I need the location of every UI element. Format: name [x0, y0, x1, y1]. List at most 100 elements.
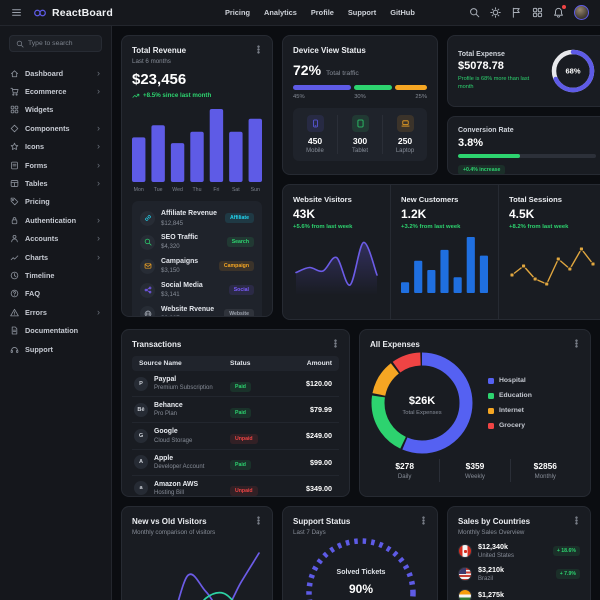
sidebar-item-support[interactable]: Support — [9, 340, 102, 358]
stat-value: $359 — [465, 461, 485, 471]
new-vs-old-visitors-card: New vs Old Visitors Monthly comparison o… — [121, 506, 273, 600]
notification-badge — [561, 4, 567, 10]
revenue-source-social[interactable]: Social Media $3,141 Social — [140, 278, 254, 302]
card-subtitle: Last 7 Days — [293, 528, 326, 536]
sidebar-item-authentication[interactable]: Authentication › — [9, 211, 102, 229]
kebab-menu-icon[interactable] — [572, 339, 581, 348]
source-name: Campaigns — [161, 258, 199, 266]
legend-label: Education — [499, 392, 532, 399]
total-expense-value: $5078.78 — [458, 59, 504, 72]
revenue-source-campaign[interactable]: Campaigns $3,150 Campaign — [140, 254, 254, 278]
sidebar-item-dashboard[interactable]: Dashboard › — [9, 64, 102, 82]
transaction-detail: Developer Account — [154, 463, 205, 470]
sidebar-item-charts[interactable]: Charts › — [9, 248, 102, 266]
kebab-menu-icon[interactable] — [331, 339, 340, 348]
sidebar-item-timeline[interactable]: Timeline — [9, 266, 102, 284]
kebab-menu-icon[interactable] — [254, 516, 263, 525]
country-row-brazil[interactable]: $3,210k Brazil + 7.9% — [458, 565, 580, 582]
nav-item-github[interactable]: GitHub — [390, 8, 415, 17]
brand-name: ReactBoard — [52, 6, 113, 19]
svg-text:Sun: Sun — [251, 187, 260, 193]
kebab-menu-icon[interactable] — [572, 516, 581, 525]
revenue-source-search[interactable]: SEO Traffic $4,320 Search — [140, 230, 254, 254]
support-status-card: Support Status Last 7 Days Solved Ticket… — [282, 506, 438, 600]
sidebar-item-tables[interactable]: Tables › — [9, 174, 102, 192]
sidebar-item-label: Charts — [25, 252, 49, 262]
apps-grid-icon[interactable] — [532, 7, 543, 18]
device-segment — [395, 85, 427, 90]
bell-icon[interactable] — [553, 4, 567, 18]
transaction-row-behance[interactable]: Bē Behance Pro Plan Paid $79.99 — [132, 397, 339, 424]
stat-value: $278 — [395, 461, 414, 471]
sidebar-item-documentation[interactable]: Documentation — [9, 321, 102, 339]
sidebar-item-errors[interactable]: Errors › — [9, 303, 102, 321]
sidebar-item-ecommerce[interactable]: Ecommerce › — [9, 82, 102, 100]
device-traffic-label: Total traffic — [326, 70, 359, 77]
chevron-right-icon: › — [97, 233, 100, 244]
kebab-menu-icon[interactable] — [419, 516, 428, 525]
chevron-right-icon: › — [97, 159, 100, 170]
device-traffic-value: 72% — [293, 62, 322, 78]
transaction-amount: $249.00 — [306, 431, 332, 441]
google-logo: G — [134, 428, 148, 443]
transaction-name: Amazon AWS — [154, 480, 199, 488]
transaction-name: Google — [154, 428, 178, 436]
device-segment-labels: 45% 30% 25% — [293, 94, 427, 100]
nav-item-profile[interactable]: Profile — [310, 8, 334, 17]
revenue-source-affiliate[interactable]: Affiliate Revenue $12,845 Affiliate — [140, 207, 254, 231]
transaction-name: Apple — [154, 454, 174, 462]
user-avatar[interactable] — [574, 5, 589, 20]
legend-label: Grocery — [499, 422, 526, 429]
transaction-row-google[interactable]: G Google Cloud Storage Unpaid $249.00 — [132, 423, 339, 450]
nav-item-support[interactable]: Support — [347, 8, 377, 17]
transaction-name: Behance — [154, 402, 183, 410]
sidebar-item-faq[interactable]: FAQ — [9, 285, 102, 303]
sidebar-item-label: Documentation — [25, 326, 79, 336]
sidebar-item-label: Pricing — [25, 197, 50, 207]
trend-up-icon — [132, 92, 140, 100]
search-icon[interactable] — [469, 7, 480, 18]
sessions-line-chart — [509, 246, 596, 287]
sidebar-item-icons[interactable]: Icons › — [9, 138, 102, 156]
nav-item-analytics[interactable]: Analytics — [264, 8, 297, 17]
transaction-row-amazon-aws[interactable]: a Amazon AWS Hosting Bill Unpaid $349.00 — [132, 476, 339, 496]
flag-icon[interactable] — [511, 7, 522, 18]
sidebar-item-forms[interactable]: Forms › — [9, 156, 102, 174]
sidebar-search[interactable] — [9, 35, 102, 52]
sidebar-item-accounts[interactable]: Accounts › — [9, 230, 102, 248]
card-subtitle: Monthly comparison of visitors — [132, 528, 216, 536]
card-title: Transactions — [132, 340, 182, 349]
home-icon — [9, 69, 19, 78]
transaction-amount: $99.00 — [310, 457, 332, 467]
country-row[interactable]: $1,275k — [458, 589, 580, 600]
section-title: New Customers — [401, 195, 459, 204]
source-name: SEO Traffic — [161, 234, 199, 242]
transaction-row-paypal[interactable]: P Paypal Premium Subscription Paid $120.0… — [132, 371, 339, 398]
forms-icon — [9, 161, 19, 170]
transaction-detail: Premium Subscription — [154, 385, 213, 392]
chevron-right-icon: › — [97, 86, 100, 97]
sidebar-item-components[interactable]: Components › — [9, 119, 102, 137]
column-header: Amount — [306, 360, 332, 367]
revenue-source-website[interactable]: Website Rvenue $2,387 Website — [140, 302, 254, 316]
chevron-right-icon: › — [97, 306, 100, 317]
transaction-row-apple[interactable]: A Apple Developer Account Paid $99.00 — [132, 450, 339, 476]
device-segment-bar — [293, 85, 427, 90]
transactions-table-body: P Paypal Premium Subscription Paid $120.0… — [132, 371, 339, 496]
device-count: 250 — [397, 135, 413, 146]
theme-toggle-sun-icon[interactable] — [490, 7, 501, 18]
sidebar-search-input[interactable] — [28, 40, 95, 47]
top-nav: Pricing Analytics Profile Support GitHub — [225, 8, 415, 17]
sidebar-item-pricing[interactable]: Pricing — [9, 193, 102, 211]
total-expense-card: Total Expense $5078.78 Profile is 68% mo… — [447, 35, 600, 107]
status-badge: Paid — [230, 460, 251, 471]
legend-swatch — [488, 407, 494, 414]
country-row-united-states[interactable]: $12,340k United States + 18.6% — [458, 542, 580, 559]
website-visitors-section: Website Visitors 43K +5.6% from last wee… — [283, 185, 390, 319]
hamburger-menu-icon[interactable] — [11, 7, 22, 18]
kebab-menu-icon[interactable] — [254, 45, 263, 54]
sales-by-countries-card: Sales by Countries Monthly Sales Overvie… — [447, 506, 591, 600]
nav-item-pricing[interactable]: Pricing — [224, 8, 250, 17]
sidebar-item-widgets[interactable]: Widgets — [9, 101, 102, 119]
headset-icon — [9, 345, 19, 354]
